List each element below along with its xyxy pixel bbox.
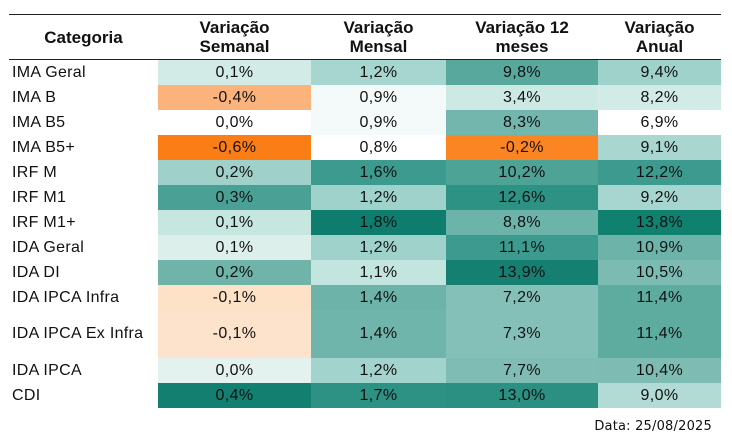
cell-variacao-anual: 9,4%	[598, 59, 721, 85]
cell-variacao-12-meses: 9,8%	[446, 59, 598, 85]
cell-variacao-mensal: 1,2%	[311, 59, 446, 85]
cell-variacao-mensal: 1,8%	[311, 210, 446, 235]
row-category-label: IMA Geral	[9, 59, 158, 85]
row-category-label: IDA IPCA	[9, 358, 158, 383]
cell-variacao-anual: 11,4%	[598, 285, 721, 310]
cell-variacao-semanal: 0,1%	[158, 59, 311, 85]
cell-variacao-anual: 9,0%	[598, 383, 721, 408]
cell-variacao-12-meses: 8,3%	[446, 110, 598, 135]
returns-table-container: Categoria Variação Semanal Variação Mens…	[9, 14, 721, 408]
cell-variacao-mensal: 1,7%	[311, 383, 446, 408]
cell-variacao-12-meses: -0,2%	[446, 135, 598, 160]
row-category-label: IMA B5	[9, 110, 158, 135]
row-category-label: IDA IPCA Infra	[9, 285, 158, 310]
table-row: IMA B5+ -0,6% 0,8% -0,2% 9,1%	[9, 135, 721, 160]
cell-variacao-anual: 10,4%	[598, 358, 721, 383]
cell-variacao-anual: 8,2%	[598, 85, 721, 110]
cell-variacao-semanal: 0,4%	[158, 383, 311, 408]
cell-variacao-mensal: 1,1%	[311, 260, 446, 285]
cell-variacao-anual: 9,2%	[598, 185, 721, 210]
footer-date: Data: 25/08/2025	[594, 419, 712, 434]
header-variacao-12-meses: Variação 12 meses	[446, 14, 598, 60]
header-row: Categoria Variação Semanal Variação Mens…	[9, 14, 721, 60]
cell-variacao-mensal: 1,2%	[311, 235, 446, 260]
row-category-label: CDI	[9, 383, 158, 408]
cell-variacao-12-meses: 11,1%	[446, 235, 598, 260]
cell-variacao-anual: 10,9%	[598, 235, 721, 260]
cell-variacao-mensal: 1,4%	[311, 285, 446, 310]
row-category-label: IRF M1	[9, 185, 158, 210]
row-category-label: IMA B	[9, 85, 158, 110]
table-row: IDA IPCA Ex Infra -0,1% 1,4% 7,3% 11,4%	[9, 310, 721, 358]
cell-variacao-semanal: 0,2%	[158, 160, 311, 185]
table-body: IMA Geral 0,1% 1,2% 9,8% 9,4% IMA B -0,4% 0,9% 3…	[9, 59, 721, 408]
table-row: IDA DI 0,2% 1,1% 13,9% 10,5%	[9, 260, 721, 285]
cell-variacao-semanal: 0,1%	[158, 235, 311, 260]
cell-variacao-semanal: -0,6%	[158, 135, 311, 160]
cell-variacao-semanal: 0,2%	[158, 260, 311, 285]
row-category-label: IRF M1+	[9, 210, 158, 235]
header-variacao-semanal: Variação Semanal	[158, 14, 311, 60]
cell-variacao-mensal: 1,4%	[311, 310, 446, 358]
table-row: IDA Geral 0,1% 1,2% 11,1% 10,9%	[9, 235, 721, 260]
row-category-label: IRF M	[9, 160, 158, 185]
cell-variacao-semanal: 0,0%	[158, 110, 311, 135]
table-row: IMA B -0,4% 0,9% 3,4% 8,2%	[9, 85, 721, 110]
header-variacao-mensal: Variação Mensal	[311, 14, 446, 60]
cell-variacao-12-meses: 8,8%	[446, 210, 598, 235]
header-variacao-semanal-text: Variação Semanal	[199, 18, 270, 56]
cell-variacao-12-meses: 10,2%	[446, 160, 598, 185]
header-categoria: Categoria	[9, 14, 158, 60]
row-category-label: IDA Geral	[9, 235, 158, 260]
table-row: IDA IPCA Infra -0,1% 1,4% 7,2% 11,4%	[9, 285, 721, 310]
returns-table: Categoria Variação Semanal Variação Mens…	[9, 14, 721, 408]
cell-variacao-mensal: 0,8%	[311, 135, 446, 160]
row-category-label: IDA IPCA Ex Infra	[9, 310, 158, 358]
cell-variacao-anual: 6,9%	[598, 110, 721, 135]
cell-variacao-semanal: -0,4%	[158, 85, 311, 110]
cell-variacao-anual: 12,2%	[598, 160, 721, 185]
table-header: Categoria Variação Semanal Variação Mens…	[9, 14, 721, 60]
cell-variacao-anual: 13,8%	[598, 210, 721, 235]
cell-variacao-12-meses: 7,7%	[446, 358, 598, 383]
table-row: IRF M1 0,3% 1,2% 12,6% 9,2%	[9, 185, 721, 210]
row-category-label: IDA DI	[9, 260, 158, 285]
cell-variacao-semanal: -0,1%	[158, 285, 311, 310]
table-row: IMA Geral 0,1% 1,2% 9,8% 9,4%	[9, 59, 721, 85]
header-variacao-mensal-text: Variação Mensal	[343, 18, 414, 56]
cell-variacao-mensal: 1,2%	[311, 185, 446, 210]
cell-variacao-12-meses: 13,9%	[446, 260, 598, 285]
table-row: IMA B5 0,0% 0,9% 8,3% 6,9%	[9, 110, 721, 135]
cell-variacao-anual: 10,5%	[598, 260, 721, 285]
table-row: IDA IPCA 0,0% 1,2% 7,7% 10,4%	[9, 358, 721, 383]
cell-variacao-anual: 11,4%	[598, 310, 721, 358]
header-variacao-anual: Variação Anual	[598, 14, 721, 60]
cell-variacao-12-meses: 12,6%	[446, 185, 598, 210]
cell-variacao-semanal: 0,1%	[158, 210, 311, 235]
header-variacao-anual-text: Variação Anual	[624, 18, 695, 56]
cell-variacao-mensal: 1,6%	[311, 160, 446, 185]
cell-variacao-semanal: -0,1%	[158, 310, 311, 358]
row-category-label: IMA B5+	[9, 135, 158, 160]
cell-variacao-mensal: 1,2%	[311, 358, 446, 383]
cell-variacao-12-meses: 7,3%	[446, 310, 598, 358]
table-row: IRF M1+ 0,1% 1,8% 8,8% 13,8%	[9, 210, 721, 235]
cell-variacao-12-meses: 7,2%	[446, 285, 598, 310]
cell-variacao-mensal: 0,9%	[311, 110, 446, 135]
cell-variacao-anual: 9,1%	[598, 135, 721, 160]
cell-variacao-semanal: 0,0%	[158, 358, 311, 383]
cell-variacao-semanal: 0,3%	[158, 185, 311, 210]
cell-variacao-12-meses: 13,0%	[446, 383, 598, 408]
cell-variacao-12-meses: 3,4%	[446, 85, 598, 110]
table-row: CDI 0,4% 1,7% 13,0% 9,0%	[9, 383, 721, 408]
cell-variacao-mensal: 0,9%	[311, 85, 446, 110]
table-row: IRF M 0,2% 1,6% 10,2% 12,2%	[9, 160, 721, 185]
header-variacao-12-meses-text: Variação 12 meses	[475, 18, 569, 56]
